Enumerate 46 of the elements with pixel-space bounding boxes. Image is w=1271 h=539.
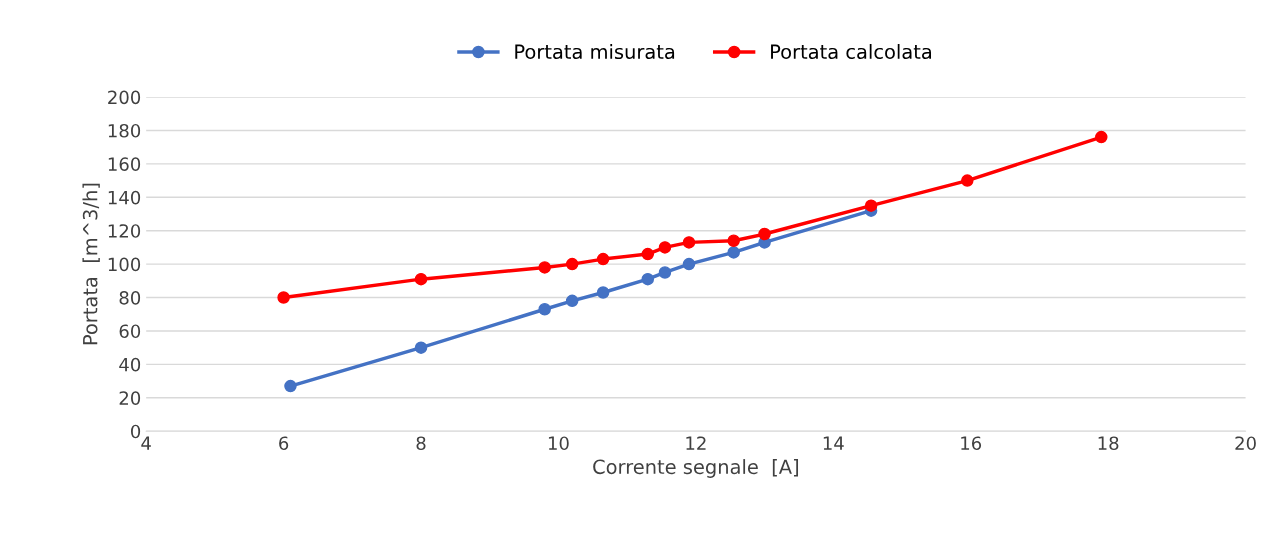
point <box>284 379 297 393</box>
y-tick-label: 20 <box>119 391 141 405</box>
y-tick-label: 100 <box>108 257 141 272</box>
y-tick-label: 120 <box>108 224 141 238</box>
point <box>414 341 428 354</box>
point <box>538 261 551 274</box>
y-tick-label: 0 <box>131 424 141 439</box>
x-tick-label: 20 <box>1235 436 1256 451</box>
point <box>864 199 878 212</box>
point <box>727 246 740 259</box>
point <box>414 272 428 286</box>
point <box>596 286 610 299</box>
point <box>682 257 696 271</box>
x-tick-label: 18 <box>1098 436 1119 451</box>
y-tick-label: 180 <box>108 123 141 138</box>
x-tick-label: 4 <box>141 436 151 450</box>
point <box>961 174 974 187</box>
point <box>682 236 696 249</box>
y-axis-title: Portata [m^3/h] <box>82 183 100 345</box>
legend-label: Portata misurata <box>515 43 675 60</box>
point <box>641 247 655 261</box>
x-tick-label: 14 <box>823 436 844 450</box>
y-tick-label: 200 <box>108 90 141 105</box>
x-tick-label: 8 <box>416 436 426 451</box>
x-tick-label: 6 <box>279 436 289 451</box>
y-tick-label: 140 <box>108 190 141 205</box>
y-tick-label: 60 <box>119 324 141 339</box>
x-tick-label: 12 <box>686 436 706 450</box>
point <box>658 241 672 254</box>
y-tick-label: 160 <box>108 157 141 171</box>
x-tick-label: 16 <box>961 436 982 451</box>
point <box>596 252 610 266</box>
y-tick-label: 40 <box>119 357 141 372</box>
point <box>658 266 672 279</box>
x-axis-title: Corrente segnale [A] <box>593 459 799 478</box>
point <box>758 227 771 241</box>
x-tick-label: 10 <box>548 436 569 451</box>
y-tick-label: 80 <box>119 290 141 305</box>
point <box>565 294 579 308</box>
point <box>538 302 551 316</box>
legend-label: Portata calcolata <box>771 43 932 60</box>
point <box>277 291 290 304</box>
point <box>727 234 740 247</box>
point <box>641 272 655 286</box>
point <box>565 257 579 271</box>
point <box>1095 130 1108 144</box>
